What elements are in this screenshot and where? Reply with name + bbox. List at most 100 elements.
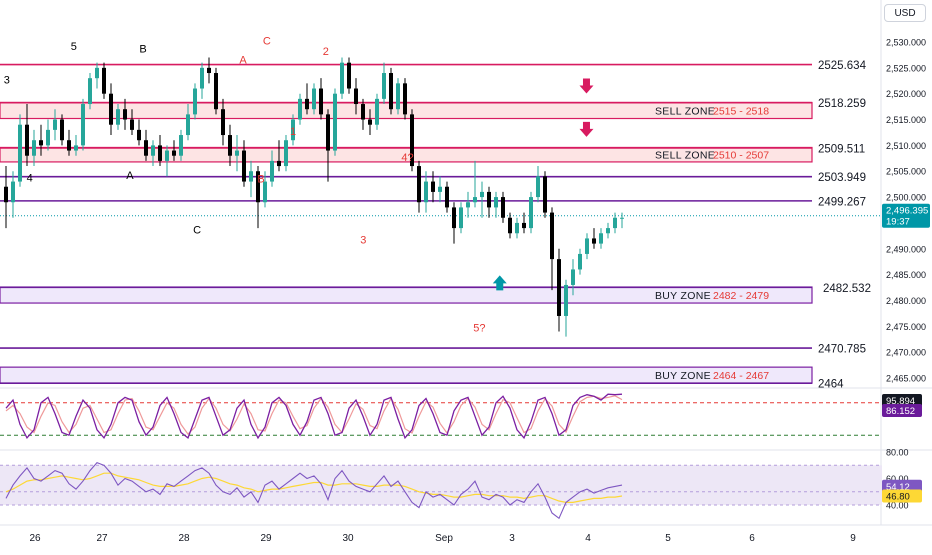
candle-body (368, 119, 372, 125)
candle-body (466, 202, 470, 208)
candle-body (564, 284, 568, 316)
candle-body (431, 181, 435, 192)
y-tick-label: 2,485.000 (886, 270, 926, 280)
candle-body (4, 186, 8, 203)
candle-body (508, 217, 512, 234)
candle-body (361, 104, 365, 120)
candle-body (116, 109, 120, 125)
arrow-down-icon (579, 121, 594, 137)
x-tick-label: 28 (178, 533, 190, 544)
candle-body (18, 124, 22, 182)
candle-body (501, 197, 505, 218)
currency-button[interactable]: USD (884, 4, 926, 22)
rsi-tick-label: 80.00 (886, 448, 909, 458)
level-label: 2470.785 (818, 344, 866, 356)
candle-body (522, 222, 526, 229)
stoch-d-value: 86.152 (886, 406, 915, 417)
candle-body (151, 145, 155, 156)
candle-body (235, 150, 239, 156)
candle-body (256, 171, 260, 203)
candle-body (410, 114, 414, 167)
level-label: 2509.511 (818, 143, 865, 155)
candle-body (32, 140, 36, 156)
candle-body (333, 93, 337, 151)
stoch-k-tag (882, 394, 922, 407)
rsi-ma-value: 46.80 (886, 491, 910, 502)
candle-body (228, 135, 232, 156)
candle-body (389, 73, 393, 110)
candle-body (95, 67, 99, 79)
wave-label: A (239, 55, 247, 67)
stoch-k-line (5, 393, 623, 440)
candle-body (46, 129, 50, 146)
candle-body (452, 207, 456, 229)
y-tick-label: 2,470.000 (886, 348, 926, 358)
candle-body (81, 104, 85, 146)
wave-label: C (263, 36, 271, 48)
y-tick-label: 2,510.000 (886, 141, 926, 151)
y-tick-label: 2,490.000 (886, 244, 926, 254)
y-tick-label: 2,515.000 (886, 115, 926, 125)
level-label: 2482.532 (823, 283, 871, 295)
zone-kind-label: BUY ZONE (655, 290, 711, 302)
candle-body (417, 166, 421, 203)
y-tick-label: 2,465.000 (886, 374, 926, 384)
rsi-value: 54.12 (886, 482, 910, 493)
candle-body (543, 176, 547, 213)
candle-body (102, 67, 106, 94)
x-tick-label: 6 (749, 533, 755, 544)
candle-body (354, 88, 358, 105)
wave-label: 4 (27, 173, 33, 185)
zone-kind-label: BUY ZONE (655, 370, 711, 382)
x-tick-label: 5 (665, 533, 671, 544)
candle-body (130, 119, 134, 130)
x-tick-label: 3 (509, 533, 515, 544)
candle-body (494, 197, 498, 208)
y-tick-label: 2,500.000 (886, 193, 926, 203)
candle-body (620, 217, 624, 219)
rsi-tick-label: 60.00 (886, 474, 909, 484)
candle-body (424, 181, 428, 203)
candle-body (585, 238, 589, 254)
rsi-ma-tag (882, 489, 922, 503)
x-tick-label: 29 (260, 533, 272, 544)
candle-body (249, 171, 253, 182)
arrow-up-icon (492, 275, 507, 291)
wave-label: 5 (71, 41, 77, 53)
candle-body (270, 160, 274, 182)
candle-body (186, 114, 190, 136)
candle-body (606, 228, 610, 234)
candle-body (487, 191, 491, 208)
x-tick-label: 4 (585, 533, 591, 544)
candle-body (74, 145, 78, 151)
candle-body (53, 119, 57, 130)
candle-body (291, 119, 295, 141)
x-tick-label: 30 (342, 533, 354, 544)
countdown-timer: 19:37 (886, 217, 910, 228)
wave-label: 3 (4, 74, 10, 86)
x-tick-label: Sep (435, 533, 453, 544)
candle-body (340, 62, 344, 94)
candle-body (39, 140, 43, 146)
level-label: 2464 (818, 379, 844, 391)
candle-body (207, 67, 211, 74)
candle-body (459, 207, 463, 229)
candle-body (123, 109, 127, 120)
zone-range-label: 2464 - 2467 (713, 370, 769, 382)
candle-body (11, 181, 15, 203)
arrow-down-icon (579, 78, 594, 94)
candle-body (536, 176, 540, 198)
candle-body (277, 160, 281, 167)
candle-body (592, 238, 596, 244)
candle-body (137, 129, 141, 141)
candle-body (613, 217, 617, 229)
candle-body (193, 88, 197, 115)
stoch-k-value: 95.894 (886, 396, 915, 407)
rsi-tick-label: 40.00 (886, 501, 909, 511)
candle-body (529, 197, 533, 229)
wave-label: 4? (401, 152, 413, 164)
wave-label: A (126, 170, 134, 182)
candle-body (60, 119, 64, 141)
candle-body (403, 83, 407, 115)
